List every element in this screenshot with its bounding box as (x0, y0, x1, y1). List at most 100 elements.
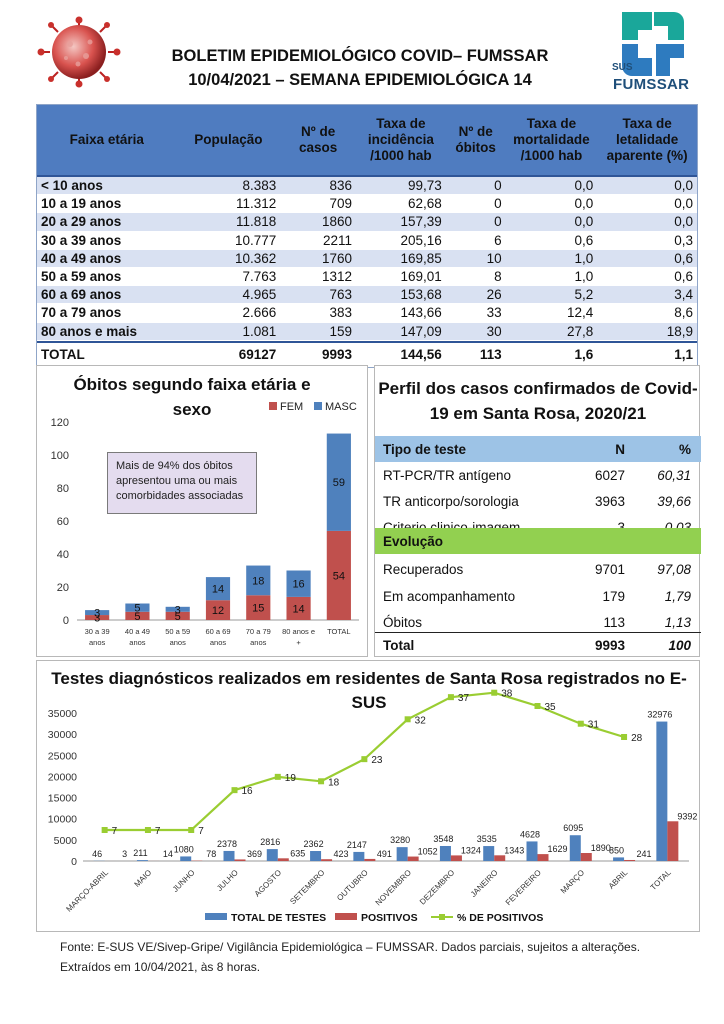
table-cell: 0,6 (674, 250, 693, 266)
bar-positives (667, 821, 679, 861)
total-tests-label: 6095 (563, 823, 583, 833)
table-cell: 205,16 (400, 232, 442, 248)
deaths-chart-title: Óbitos segundo faixa etária e sexo (73, 375, 311, 419)
x-tick-label: 50 a 59 anos (165, 627, 190, 647)
profile-row: Em acompanhamento 179 1,79 (375, 583, 701, 609)
table-cell: 0 (494, 196, 502, 212)
positive-rate-label: 7 (155, 826, 161, 837)
x-tick-label: JULHO (215, 868, 240, 893)
positives-label: 78 (206, 849, 216, 859)
positives-label: 369 (247, 849, 262, 859)
y-tick-label: 120 (51, 417, 69, 429)
legend-label: % DE POSITIVOS (457, 912, 543, 924)
table-cell: 26 (486, 287, 502, 303)
table-cell: 12,4 (567, 305, 594, 321)
profile-total-pct: 100 (668, 638, 691, 653)
positives-label: 1324 (461, 845, 481, 855)
y-tick-label: 20 (57, 582, 69, 594)
bar-masc (125, 603, 150, 612)
legend-swatch (205, 913, 227, 920)
positive-rate-label: 31 (588, 720, 600, 731)
data-label: 5 (134, 603, 140, 615)
age-table-body: < 10 anos 8.383 836 99,73 0 0,0 0,0 10 a 19 ano… (37, 177, 697, 341)
legend-label: TOTAL DE TESTES (231, 912, 326, 924)
age-table-row: 40 a 49 anos 10.362 1760 169,85 10 1,0 0,6 (37, 249, 697, 268)
y-tick-label: 0 (71, 856, 77, 868)
bar-masc (205, 577, 231, 601)
data-label: 15 (252, 603, 264, 615)
age-table-row: 70 a 79 anos 2.666 383 143,66 33 12,4 8,6 (37, 304, 697, 323)
positive-rate-label: 23 (371, 755, 383, 766)
positive-rate-point (318, 778, 325, 785)
data-label: 18 (252, 575, 264, 587)
deaths-chart-panel: 0 20 40 60 80 100 120 3 3 30 a 39 anos 5 5 40 a 49 ano… (36, 365, 368, 657)
profile-header-label: Tipo de teste (383, 441, 467, 457)
total-tests-label: 211 (133, 848, 147, 858)
positives-label: 3 (122, 849, 127, 859)
legend-swatch (314, 402, 322, 410)
legend-label: MASC (325, 401, 357, 413)
data-label: 54 (333, 570, 345, 582)
age-table-row: 80 anos e mais 1.081 159 147,09 30 27,8 18,9 (37, 322, 697, 341)
table-cell: 50 a 59 anos (41, 269, 122, 285)
profile-row-pct: 1,13 (664, 614, 691, 630)
profile-total-label: Total (383, 638, 415, 653)
evolution-label: Evolução (383, 533, 444, 549)
table-cell: 10 a 19 anos (41, 196, 122, 212)
x-tick-label: 40 a 49 anos (125, 627, 150, 647)
bar-positives (234, 859, 246, 861)
legend-label: POSITIVOS (361, 912, 418, 924)
age-table-header: Faixa etária População Nº de casos Taxa … (37, 105, 697, 177)
data-label: 59 (333, 477, 345, 489)
table-cell: 0,6 (574, 232, 594, 248)
bar-total-tests (439, 845, 451, 861)
x-tick-label: MARÇO-ABRIL (64, 868, 110, 914)
positive-rate-label: 7 (112, 826, 118, 837)
table-cell: 11.818 (235, 214, 277, 230)
table-cell: 169,01 (400, 269, 442, 285)
positive-rate-label: 32 (415, 715, 427, 726)
profile-row-label: Recuperados (383, 561, 464, 577)
legend-swatch-marker (439, 914, 445, 920)
profile-row-pct: 60,31 (657, 467, 691, 483)
table-cell: 30 a 39 anos (41, 232, 122, 248)
col-header-lethality: Taxa de letalidade aparente (%) (606, 116, 688, 163)
x-tick-label: TOTAL (327, 627, 350, 636)
table-cell: 10.777 (234, 232, 277, 248)
bar-total-tests (310, 851, 322, 861)
table-cell: 10 (486, 250, 502, 266)
x-tick-label: MAIO (133, 868, 154, 889)
col-header-incidence: Taxa de incidência /1000 hab (367, 116, 434, 163)
age-table-row: 60 a 69 anos 4.965 763 153,68 26 5,2 3,4 (37, 286, 697, 305)
col-header-mortality: Taxa de mortalidade /1000 hab (513, 116, 590, 163)
x-tick-label: DEZEMBRO (418, 868, 456, 906)
data-label: 3 (175, 604, 181, 616)
positives-label: 9392 (677, 811, 697, 821)
legend-swatch (335, 913, 357, 920)
profile-row-n: 3963 (594, 493, 625, 509)
bar-masc (286, 570, 311, 597)
profile-row-n: 9701 (594, 561, 625, 577)
y-tick-label: 0 (63, 615, 69, 627)
total-cell: 144,56 (400, 347, 442, 363)
bar-total-tests (569, 835, 581, 861)
x-tick-label: NOVEMBRO (374, 868, 413, 907)
profile-total-n: 9993 (594, 638, 625, 653)
table-cell: 1.081 (242, 323, 277, 339)
profile-row: Óbitos 113 1,13 (375, 609, 701, 635)
col-header-cases: Nº de casos (299, 124, 338, 155)
positive-rate-point (101, 827, 108, 833)
x-tick-label: 60 a 69 anos (205, 627, 230, 647)
positive-rate-label: 18 (328, 777, 340, 788)
positives-label: 423 (334, 849, 349, 859)
bar-positives (321, 859, 333, 861)
table-cell: 8,6 (674, 305, 693, 321)
tests-chart-title: Testes diagnósticos realizados em reside… (51, 669, 687, 712)
x-tick-label: OUTUBRO (335, 868, 370, 903)
total-tests-label: 850 (609, 845, 624, 855)
title-line-2: 10/04/2021 – SEMANA EPIDEMIOLÓGICA 14 (188, 71, 532, 89)
bar-fem (326, 530, 351, 620)
table-cell: 4.965 (242, 287, 277, 303)
positives-label: 1343 (504, 845, 524, 855)
table-cell: 8 (494, 269, 502, 285)
